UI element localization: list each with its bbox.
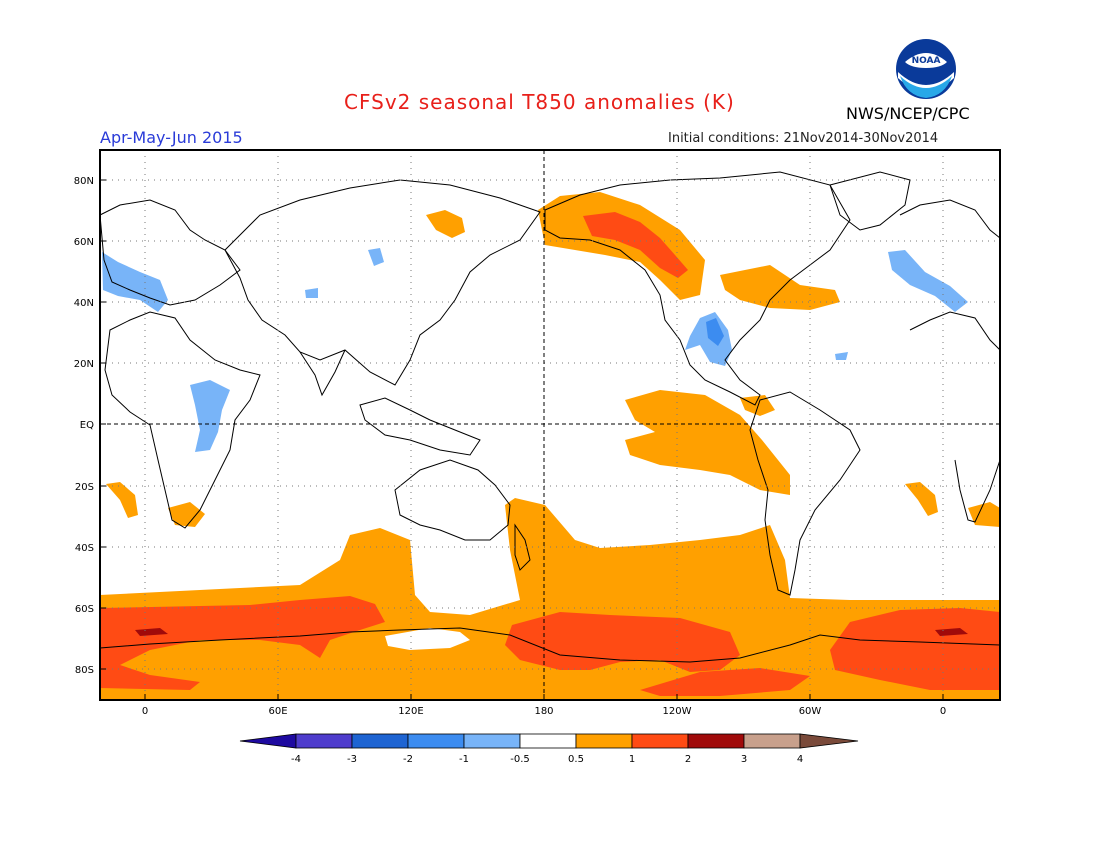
colorbar-label: 0.5 [568, 754, 584, 765]
lon-label: 60W [799, 706, 822, 717]
lat-label: 80S [75, 665, 94, 676]
anomaly-region-dark-red-1 [135, 628, 168, 636]
colorbar-swatch [295, 733, 353, 749]
lon-label: 120W [663, 706, 692, 717]
anomaly-region-southern-ocean [100, 498, 1000, 700]
anomaly-region-south-atlantic-east [905, 482, 938, 516]
colorbar-swatch [463, 733, 521, 749]
lat-label: EQ [80, 420, 94, 431]
colorbar-label: 1 [629, 754, 635, 765]
anomaly-region-ross-sea-red [505, 612, 740, 672]
lat-label: 40S [75, 543, 94, 554]
colorbar-label: 4 [797, 754, 803, 765]
anomaly-region-mexico-blue [685, 312, 732, 366]
anomaly-region-alaska-red [583, 212, 688, 278]
lon-label: 180 [534, 706, 553, 717]
anomaly-region-small-blue-2 [835, 352, 848, 360]
colorbar-label: 3 [741, 754, 747, 765]
reference-lines [100, 150, 1000, 700]
colorbar-swatch [631, 733, 689, 749]
anomaly-region-mexico-dark-blue [706, 318, 724, 346]
map-frame [99, 149, 1001, 701]
anomaly-region-antarctic-coast-red [640, 668, 810, 696]
anomaly-region-great-lakes [720, 265, 840, 310]
season-label: Apr-May-Jun 2015 [100, 128, 243, 147]
lat-label: 60N [74, 237, 94, 248]
svg-text:NOAA: NOAA [912, 56, 941, 66]
lon-label: 0 [142, 706, 148, 717]
colorbar-label: -2 [403, 754, 413, 765]
latitude-labels: 80N 60N 40N 20N EQ 20S 40S 60S 80S [74, 176, 94, 676]
colorbar-label: -0.5 [510, 754, 530, 765]
anomaly-region-caribbean [740, 395, 775, 416]
anomaly-region-south-indian-red [100, 596, 385, 690]
colorbar-label: -1 [459, 754, 469, 765]
anomaly-region-south-atlantic [106, 482, 138, 518]
colorbar-swatch [407, 733, 465, 749]
anomaly-region-east-africa-blue [190, 380, 230, 452]
gridlines [100, 150, 1000, 700]
colorbar-swatch [575, 733, 633, 749]
colorbar [239, 733, 859, 749]
colorbar-swatch [519, 733, 577, 749]
anomaly-region-alaska [538, 192, 705, 300]
colorbar-label: -3 [347, 754, 357, 765]
anomaly-region-south-africa [168, 502, 205, 527]
lat-label: 20N [74, 359, 94, 370]
colorbar-label: -4 [291, 754, 301, 765]
lon-label: 120E [398, 706, 423, 717]
lat-label: 80N [74, 176, 94, 187]
colorbar-labels: -4 -3 -2 -1 -0.5 0.5 1 2 3 4 [291, 754, 803, 765]
colorbar-swatch [351, 733, 409, 749]
lat-label: 40N [74, 298, 94, 309]
anomaly-region-north-atlantic-east-blue [888, 250, 968, 312]
colorbar-min-arrow [239, 733, 297, 749]
anomaly-region-north-atlantic-blue [102, 252, 168, 312]
agency-label: NWS/NCEP/CPC [846, 104, 970, 123]
lon-label: 60E [268, 706, 287, 717]
colorbar-swatch [687, 733, 745, 749]
colorbar-swatch [743, 733, 801, 749]
lat-label: 60S [75, 604, 94, 615]
colorbar-max-arrow [799, 733, 859, 749]
colorbar-label: 2 [685, 754, 691, 765]
map-title: CFSv2 seasonal T850 anomalies (K) [344, 90, 735, 114]
anomaly-region-neutral-antarctica [385, 628, 470, 650]
map-panel [99, 149, 1001, 701]
tick-marks [100, 179, 944, 700]
anomaly-region-east-pacific [625, 390, 790, 495]
lat-label: 20S [75, 482, 94, 493]
lon-label: 0 [940, 706, 946, 717]
anomaly-region-siberia-blue [368, 248, 384, 266]
longitude-labels: 0 60E 120E 180 120W 60W 0 [142, 706, 946, 717]
anomaly-region-siberia [426, 210, 465, 238]
initial-conditions-label: Initial conditions: 21Nov2014-30Nov2014 [668, 131, 939, 146]
noaa-logo: NOAA [896, 39, 956, 99]
anomaly-region-small-blue-1 [305, 288, 318, 298]
